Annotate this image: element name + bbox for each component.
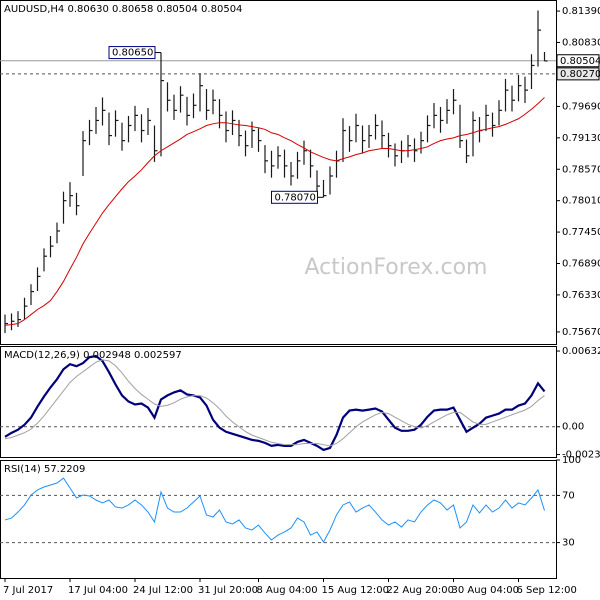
panel-frame <box>0 0 557 345</box>
level-label-box <box>556 54 600 68</box>
y-tick-label: -0.002324 <box>562 450 600 461</box>
y-tick-label: 0.77450 <box>562 227 600 238</box>
y-tick-label: 0.81390 <box>562 6 600 17</box>
annotation-label: 0.80650 <box>112 48 153 59</box>
level-label: 0.80504 <box>560 56 600 67</box>
y-tick-label: 100 <box>562 455 581 466</box>
y-tick-label: 0.79130 <box>562 133 600 144</box>
indicator-line <box>4 97 545 326</box>
panel-frame <box>0 346 557 458</box>
watermark: ActionForex.com <box>305 255 488 280</box>
y-tick-label: 0.78010 <box>562 196 600 207</box>
x-tick-label: 24 Jul 12:00 <box>133 585 193 596</box>
level-label: 0.80270 <box>560 69 600 80</box>
y-tick-label: 30 <box>562 538 575 549</box>
indicator-line <box>4 477 545 543</box>
y-tick-label: 0.76330 <box>562 290 600 301</box>
y-tick-label: 0.006329 <box>562 346 600 357</box>
level-label-box <box>556 67 600 81</box>
y-tick-label: 0.76890 <box>562 258 600 269</box>
y-tick-label: 0.78570 <box>562 164 600 175</box>
x-tick-label: 30 Aug 04:00 <box>452 585 519 596</box>
y-tick-label: 70 <box>562 490 575 501</box>
x-tick-label: 22 Aug 20:00 <box>387 585 454 596</box>
annotation-box <box>271 190 318 204</box>
annotation-box <box>108 46 156 60</box>
indicator-line <box>4 359 545 447</box>
panel-title: MACD(12,26,9) 0.002948 0.002597 <box>4 350 182 361</box>
x-tick-label: 31 Jul 20:00 <box>198 585 258 596</box>
indicator-line <box>4 354 546 452</box>
y-tick-label: 0.80830 <box>562 37 600 48</box>
x-tick-label: 6 Sep 12:00 <box>517 585 577 596</box>
x-tick-label: 17 Jul 04:00 <box>68 585 128 596</box>
y-tick-label: 0.79690 <box>562 101 600 112</box>
y-tick-label: 0.00 <box>562 422 584 433</box>
panel-title: AUDUSD,H4 0.80630 0.80658 0.80504 0.8050… <box>4 4 242 15</box>
x-tick-label: 7 Jul 2017 <box>3 585 53 596</box>
x-tick-label: 15 Aug 12:00 <box>322 585 389 596</box>
panel-title: RSI(14) 57.2209 <box>4 464 85 475</box>
x-tick-label: 8 Aug 04:00 <box>257 585 318 596</box>
y-tick-label: 0.75670 <box>562 327 600 338</box>
panel-frame <box>0 460 557 579</box>
annotation-label: 0.78070 <box>275 192 316 203</box>
